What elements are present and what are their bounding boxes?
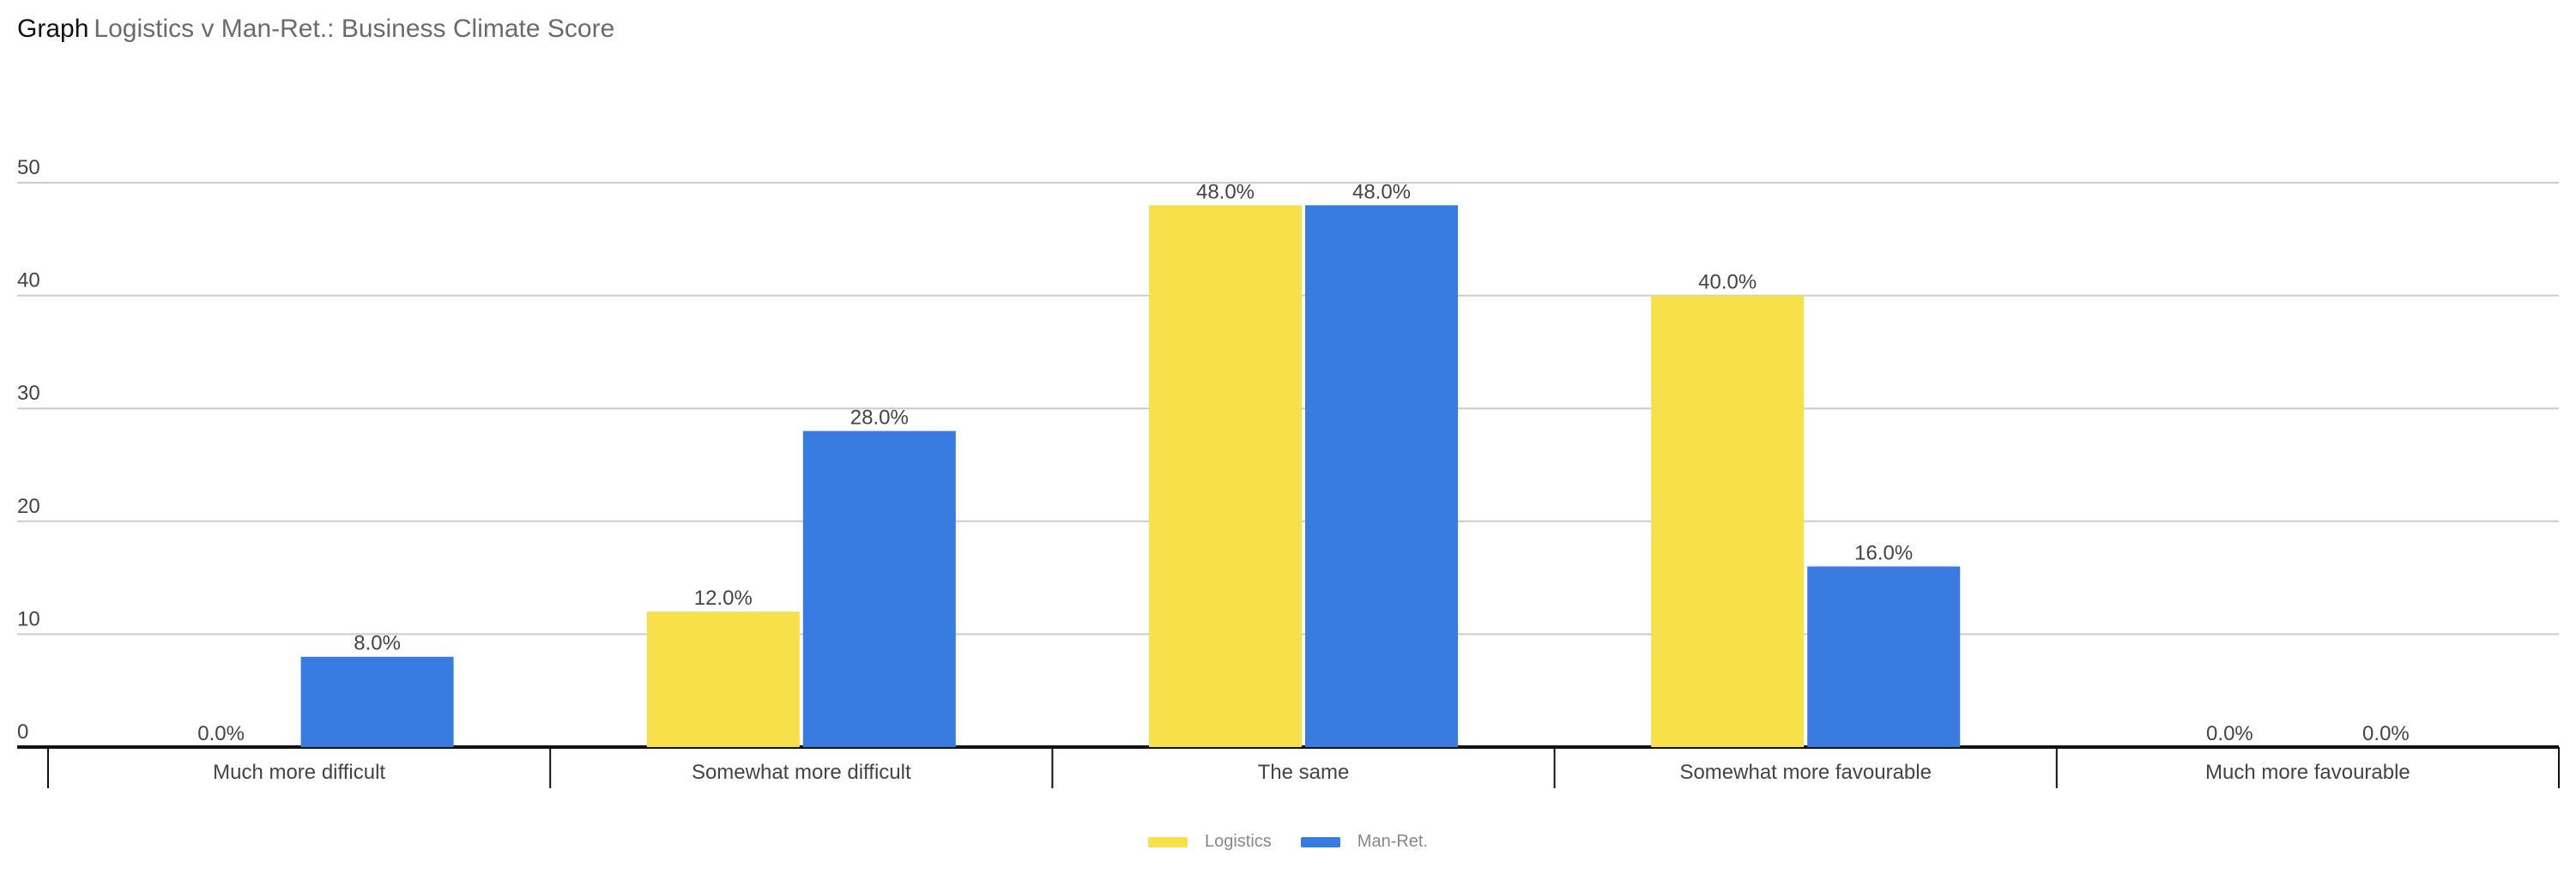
y-tick-label: 50 xyxy=(17,156,40,179)
x-tick-label: Somewhat more difficult xyxy=(692,761,911,784)
bar xyxy=(1305,205,1458,747)
data-label: 0.0% xyxy=(2362,722,2410,745)
legend-item-man-ret[interactable]: Man-Ret. xyxy=(1300,832,1429,852)
data-label: 12.0% xyxy=(694,587,753,610)
legend-swatch-logistics xyxy=(1147,836,1188,847)
data-label: 48.0% xyxy=(1196,180,1255,203)
title-text: Logistics v Man-Ret.: Business Climate S… xyxy=(94,15,615,43)
bar xyxy=(1807,566,1961,747)
bar xyxy=(300,656,454,747)
y-tick-label: 30 xyxy=(17,382,40,405)
y-tick-label: 40 xyxy=(17,269,40,292)
data-label: 0.0% xyxy=(197,722,245,745)
y-tick-label: 20 xyxy=(17,495,40,518)
legend-label-logistics: Logistics xyxy=(1204,832,1272,851)
data-label: 40.0% xyxy=(1698,271,1757,294)
legend-item-logistics[interactable]: Logistics xyxy=(1147,832,1272,852)
data-label: 48.0% xyxy=(1352,180,1411,203)
data-label: 16.0% xyxy=(1854,541,1913,564)
legend: Logistics Man-Ret. xyxy=(0,832,2576,852)
x-tick-label: Much more favourable xyxy=(2205,761,2410,784)
data-label: 28.0% xyxy=(850,407,909,430)
x-tick-label: Somewhat more favourable xyxy=(1679,761,1931,784)
bar xyxy=(1651,295,1805,748)
legend-swatch-man-ret xyxy=(1300,836,1340,847)
data-label: 8.0% xyxy=(354,632,401,655)
legend-label-man-ret: Man-Ret. xyxy=(1357,832,1429,851)
bar xyxy=(1149,205,1302,747)
x-tick-label: Much more difficult xyxy=(213,761,385,784)
chart-title: Graph Logistics v Man-Ret.: Business Clim… xyxy=(17,10,614,48)
x-tick-label: The same xyxy=(1258,761,1350,784)
y-tick-label: 10 xyxy=(17,607,40,630)
bar-chart: 0 10 20 30 40 50 Much more difficult 0.0% 8.0% So… xyxy=(17,156,2560,788)
bar xyxy=(802,431,956,747)
y-tick-label: 0 xyxy=(17,720,28,744)
data-label: 0.0% xyxy=(2206,722,2253,745)
title-prefix: Graph xyxy=(17,15,89,43)
bar xyxy=(646,612,800,747)
